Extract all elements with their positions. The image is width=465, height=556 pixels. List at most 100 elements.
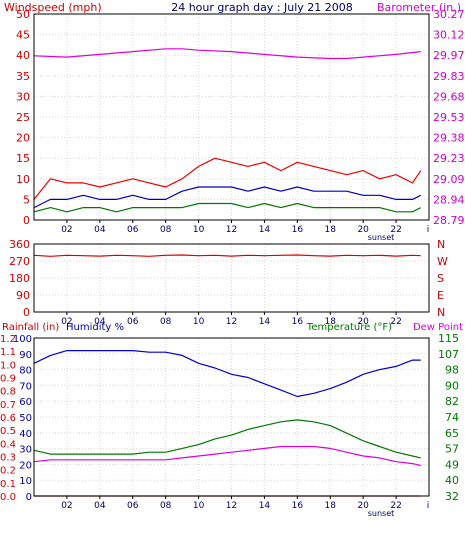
x-tick-label: 06 [127, 225, 139, 235]
rain-tick-label: 0.0 [0, 492, 16, 503]
right-tick-label: 30.12 [433, 29, 465, 42]
x-tick-label: 22 [390, 225, 401, 235]
chart-title: 24 hour graph day : July 21 2008 [171, 1, 353, 14]
rain-tick-label: 0.3 [0, 453, 16, 464]
temperature-axis-label: Temperature (°F) [306, 322, 392, 333]
right-tick-label: 29.38 [433, 132, 465, 145]
x-tick-label: 06 [127, 501, 139, 511]
frame-layer [33, 13, 430, 499]
left-tick-label: 35 [16, 70, 30, 83]
x-tick-label: 22 [390, 501, 401, 511]
direction-tick-label: 180 [9, 272, 30, 285]
right-tick-label: 29.83 [433, 70, 465, 83]
plot-frame [33, 337, 430, 497]
compass-tick-label: N [437, 238, 445, 251]
dew-point-line [33, 445, 421, 467]
temperature-line [33, 419, 421, 459]
rain-tick-label: 0.5 [0, 426, 16, 437]
wind-direction-line [33, 254, 421, 257]
rain-tick-label: 0.8 [0, 387, 16, 398]
x-tick-label: 20 [357, 317, 369, 327]
right-tick-label: 28.94 [433, 193, 465, 206]
x-tick-label: 18 [325, 225, 337, 235]
compass-tick-label: E [437, 289, 444, 302]
rain-tick-label: 0.9 [0, 374, 16, 385]
x-extra-label: i [427, 501, 430, 511]
temperature-tick-label: 40 [445, 474, 459, 487]
temperature-tick-label: 74 [445, 411, 459, 424]
left-tick-label: 20 [16, 132, 30, 145]
left-tick-label: 15 [16, 152, 30, 165]
grid-layer [34, 14, 429, 496]
x-tick-label: 10 [193, 501, 205, 511]
temperature-tick-label: 82 [445, 395, 459, 408]
sunset-label: sunset [368, 509, 395, 518]
x-tick-label: 02 [61, 317, 72, 327]
x-tick-label: 16 [292, 501, 304, 511]
humidity-tick-label: 0 [26, 492, 32, 503]
x-tick-label: 10 [193, 225, 205, 235]
x-tick-label: 22 [390, 317, 401, 327]
wind-line [33, 186, 422, 209]
compass-tick-label: N [437, 306, 445, 319]
rain-tick-label: 0.4 [0, 439, 16, 450]
x-tick-label: 04 [94, 501, 106, 511]
barometer-line [33, 48, 421, 60]
temperature-tick-label: 98 [445, 364, 459, 377]
x-tick-label: 08 [160, 317, 172, 327]
humidity-axis-label: Humidity % [66, 322, 124, 333]
rainfall-axis-label: Rainfall (in) [2, 322, 59, 333]
x-tick-label: 18 [325, 317, 337, 327]
compass-tick-label: W [437, 255, 448, 268]
compass-tick-label: S [437, 272, 444, 285]
left-tick-label: 40 [16, 49, 30, 62]
left-tick-label: 30 [16, 90, 30, 103]
x-tick-label: 18 [325, 501, 337, 511]
x-tick-label: 04 [94, 225, 106, 235]
plot-frame [33, 243, 430, 313]
temperature-tick-label: 65 [445, 427, 459, 440]
left-tick-label: 10 [16, 173, 30, 186]
left-tick-label: 0 [23, 214, 30, 227]
humidity-tick-label: 20 [19, 460, 32, 471]
x-tick-label: 08 [160, 225, 172, 235]
rain-tick-label: 1.0 [0, 360, 16, 371]
humidity-tick-label: 80 [19, 366, 32, 377]
rain-tick-label: 0.1 [0, 479, 16, 490]
rain-tick-label: 1.2 [0, 334, 16, 345]
humidity-line [33, 350, 421, 398]
right-tick-label: 29.09 [433, 173, 465, 186]
wind-line [33, 202, 422, 213]
x-extra-label: i [427, 225, 430, 235]
right-tick-label: 29.97 [433, 49, 465, 62]
rain-tick-label: 0.2 [0, 466, 16, 477]
x-tick-label: 12 [226, 501, 237, 511]
temperature-tick-label: 49 [445, 458, 459, 471]
humidity-tick-label: 100 [13, 334, 32, 345]
direction-tick-label: 0 [23, 306, 30, 319]
x-tick-label: 16 [292, 317, 304, 327]
x-tick-label: 08 [160, 501, 172, 511]
humidity-tick-label: 60 [19, 397, 32, 408]
temperature-tick-label: 107 [438, 348, 459, 361]
x-tick-label: 12 [226, 225, 237, 235]
humidity-tick-label: 70 [19, 381, 32, 392]
direction-tick-label: 90 [16, 289, 30, 302]
text-layer: 02 04 06 08 10 12 14 16 18 20 22 0 5 10 15 20 25 30 35 40 45… [0, 1, 464, 518]
humidity-tick-label: 90 [19, 350, 32, 361]
x-tick-label: 20 [357, 501, 369, 511]
right-tick-label: 29.23 [433, 152, 465, 165]
x-tick-label: 14 [259, 225, 271, 235]
humidity-tick-label: 30 [19, 445, 32, 456]
rain-tick-label: 0.7 [0, 400, 16, 411]
x-tick-label: 14 [259, 317, 271, 327]
right-tick-label: 28.79 [433, 214, 465, 227]
x-tick-label: 02 [61, 501, 72, 511]
x-tick-label: 06 [127, 317, 139, 327]
left-tick-label: 45 [16, 29, 30, 42]
temperature-tick-label: 90 [445, 379, 459, 392]
dew-point-axis-label: Dew Point [413, 322, 463, 333]
temperature-tick-label: 32 [445, 490, 459, 503]
left-tick-label: 5 [23, 193, 30, 206]
